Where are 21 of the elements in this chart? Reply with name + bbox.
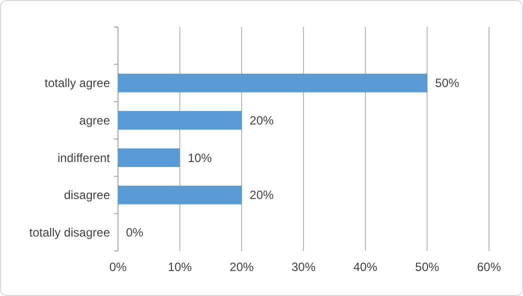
y-tick-label: totally disagree	[29, 226, 110, 240]
bar	[118, 186, 242, 204]
y-tick-label: agree	[79, 114, 110, 128]
data-label: 10%	[188, 150, 212, 165]
bar	[118, 111, 242, 130]
data-label: 0%	[126, 226, 144, 240]
x-tick-label: 60%	[476, 260, 502, 274]
x-tick-label: 30%	[291, 260, 316, 274]
y-tick-label: disagree	[64, 188, 110, 202]
data-label: 20%	[250, 188, 274, 202]
x-tick-label: 10%	[168, 260, 192, 274]
data-label: 50%	[435, 76, 460, 90]
data-label: 20%	[250, 114, 274, 128]
bar	[118, 148, 180, 167]
y-tick-label: totally agree	[44, 76, 110, 90]
y-tick-label: indifferent	[58, 150, 111, 165]
x-tick-label: 0%	[109, 260, 127, 274]
x-tick-label: 20%	[230, 260, 254, 274]
x-tick-label: 50%	[415, 260, 440, 274]
bar	[118, 74, 428, 92]
x-tick-label: 40%	[353, 260, 378, 274]
